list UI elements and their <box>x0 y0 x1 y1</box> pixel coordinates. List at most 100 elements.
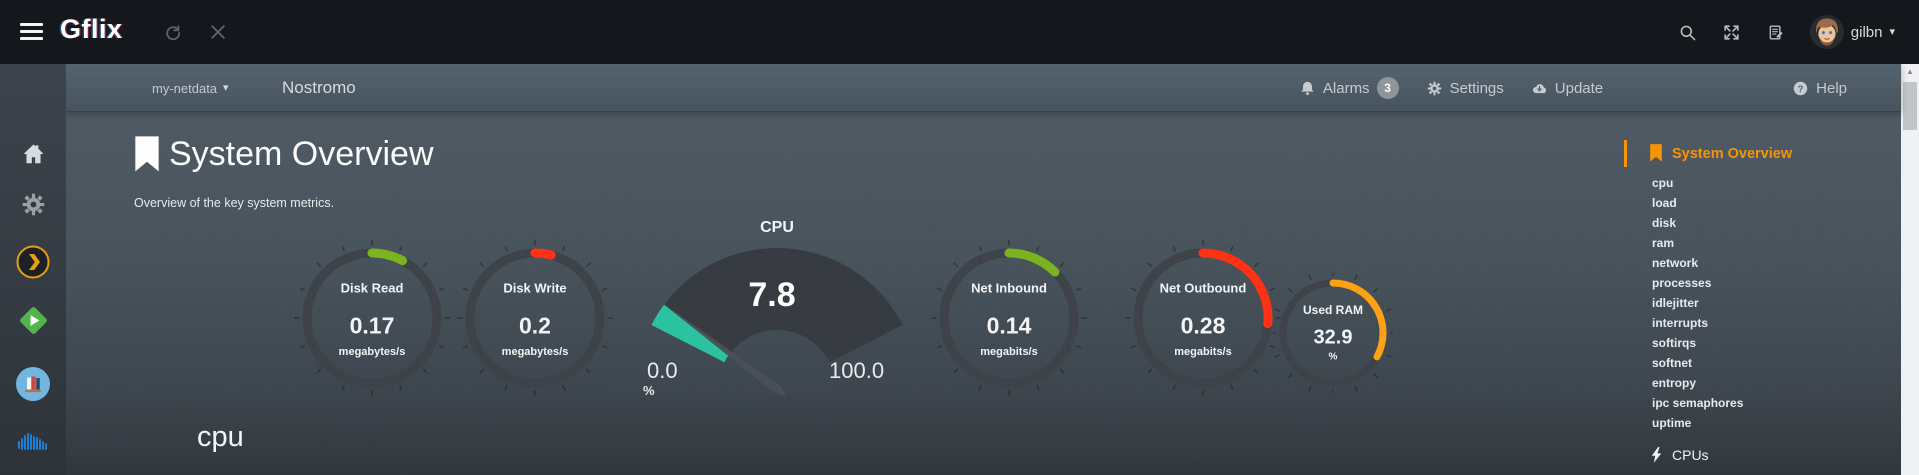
bookmark-icon <box>1650 144 1662 162</box>
page-subtitle: Overview of the key system metrics. <box>134 196 335 210</box>
gauge-label: Disk Write <box>503 280 567 296</box>
gauge-units: megabits/s <box>1174 346 1232 358</box>
sidebar-right-item-cpus[interactable]: CPUs <box>1651 447 1901 463</box>
emby-play-icon <box>19 307 47 334</box>
scrollbar-up-arrow[interactable]: ▲ <box>1906 67 1914 76</box>
help-label: Help <box>1816 79 1847 97</box>
sidebar-right-item[interactable]: softnet <box>1652 356 1692 370</box>
gauge-label: Net Outbound <box>1159 280 1247 296</box>
gauge-units: megabits/s <box>980 346 1038 358</box>
caret-down-icon: ▾ <box>223 81 229 94</box>
gauge-value: 32.9 <box>1313 326 1353 349</box>
gauge-net-outbound[interactable]: Net Outbound 0.28 megabits/s <box>1123 238 1283 398</box>
sidebar-item-library[interactable] <box>0 367 66 401</box>
server-dropdown[interactable]: my-netdata ▾ <box>152 64 229 112</box>
sidebar-item-emby[interactable] <box>0 304 66 337</box>
gauge-label: Used RAM <box>1302 303 1363 317</box>
alarms-count-badge: 3 <box>1376 77 1399 99</box>
refresh-tab-icon[interactable] <box>163 22 183 42</box>
gauge-value: 0.17 <box>349 312 395 339</box>
gauge-disk-read[interactable]: Disk Read 0.17 megabytes/s <box>292 238 452 398</box>
hamburger-menu-icon[interactable] <box>20 23 43 40</box>
avatar[interactable] <box>1809 15 1844 49</box>
top-bar: Gflix <box>0 0 1919 64</box>
changelog-book-icon[interactable] <box>1766 23 1785 42</box>
sidebar-right-item[interactable]: softirqs <box>1652 336 1697 350</box>
soundwave-cloud-icon <box>18 433 47 450</box>
question-circle-icon: ? <box>1793 81 1808 95</box>
sidebar-right-item[interactable]: ipc semaphores <box>1652 396 1744 410</box>
bell-icon <box>1301 81 1314 95</box>
gauge-net-inbound[interactable]: Net Inbound 0.14 megabits/s <box>929 238 1089 398</box>
sidebar-right-item[interactable]: uptime <box>1652 416 1692 430</box>
gauge-label: Disk Read <box>340 280 404 296</box>
sidebar-right-items: cpu load disk ram network processes idlejitter… <box>1624 173 1901 433</box>
alarms-button[interactable]: Alarms 3 <box>1299 77 1399 99</box>
search-icon[interactable] <box>1678 23 1697 42</box>
sidebar-right-item[interactable]: idlejitter <box>1652 296 1699 310</box>
gauge-used-ram[interactable]: Used RAM 32.9 % <box>1273 273 1393 393</box>
username-label: gilbn <box>1850 23 1883 41</box>
cpu-meter-graphic <box>651 248 903 397</box>
sidebar-right-cpus-label: CPUs <box>1672 447 1709 463</box>
sidebar-right-nav: System Overview cpu load disk ram network pro… <box>1624 140 1901 463</box>
caret-down-icon: ▾ <box>1889 25 1895 38</box>
help-button[interactable]: ? Help <box>1792 80 1847 97</box>
settings-button[interactable]: Settings <box>1426 80 1504 97</box>
sidebar-item-plex[interactable] <box>0 245 66 279</box>
gauge-value: 0.28 <box>1180 312 1226 339</box>
gauge-units: megabytes/s <box>338 346 406 358</box>
update-label: Update <box>1554 79 1604 97</box>
section-heading-cpu: cpu <box>197 421 244 453</box>
sidebar-item-home[interactable] <box>0 141 66 167</box>
fullscreen-expand-icon[interactable] <box>1722 23 1741 42</box>
sidebar-right-item[interactable]: disk <box>1652 216 1677 230</box>
gauge-min-label: 0.0 <box>647 358 678 383</box>
gauge-cpu[interactable]: CPU 7.8 0.0 100.0 % <box>617 219 937 411</box>
page-scrollbar[interactable]: ▲ <box>1901 64 1919 475</box>
gauge-units: megabytes/s <box>501 346 569 358</box>
gauge-value: 0.14 <box>986 312 1032 339</box>
bolt-icon <box>1651 447 1662 463</box>
home-icon <box>23 144 43 164</box>
alarms-label: Alarms <box>1322 79 1370 97</box>
books-icon <box>16 367 50 401</box>
sidebar-right-item[interactable]: cpu <box>1652 176 1674 190</box>
gauge-max-label: 100.0 <box>829 358 885 383</box>
hostname-label: Nostromo <box>282 78 356 97</box>
close-tab-icon[interactable] <box>208 22 228 42</box>
app-sidebar <box>0 64 66 475</box>
gauge-label: CPU <box>760 219 794 236</box>
sidebar-item-settings[interactable] <box>0 191 66 218</box>
svg-text:?: ? <box>1798 83 1804 93</box>
page-title: System Overview <box>169 135 434 173</box>
sidebar-item-soundwave[interactable] <box>0 430 66 454</box>
content-background <box>66 112 1901 475</box>
topbar-right-group: gilbn ▾ <box>1678 0 1895 64</box>
brand-logo[interactable]: Gflix <box>60 14 123 44</box>
sidebar-right-item[interactable]: load <box>1652 196 1677 210</box>
user-menu[interactable]: gilbn ▾ <box>1809 15 1895 49</box>
sidebar-right-active-label: System Overview <box>1672 145 1793 162</box>
gauge-value: 7.8 <box>748 276 796 314</box>
sidebar-right-item[interactable]: interrupts <box>1652 316 1709 330</box>
settings-label: Settings <box>1449 79 1504 97</box>
plex-icon <box>16 245 50 279</box>
gauge-disk-write[interactable]: Disk Write 0.2 megabytes/s <box>455 238 615 398</box>
netdata-navbar: my-netdata ▾ Nostromo Alarms 3 <box>66 64 1901 112</box>
cloud-download-icon <box>1532 83 1546 93</box>
sidebar-right-item[interactable]: processes <box>1652 276 1712 290</box>
update-button[interactable]: Update <box>1531 80 1603 97</box>
navbar-actions: Alarms 3 Settings <box>1299 64 1847 112</box>
gear-icon <box>22 193 44 216</box>
sidebar-right-active-item[interactable]: System Overview <box>1624 140 1901 167</box>
gauge-units: % <box>1328 351 1338 363</box>
bookmark-icon <box>135 136 159 172</box>
scrollbar-thumb[interactable] <box>1903 82 1917 130</box>
server-dropdown-label: my-netdata <box>152 80 218 96</box>
sidebar-right-item[interactable]: network <box>1652 256 1699 270</box>
sidebar-right-item[interactable]: ram <box>1652 236 1675 250</box>
sidebar-right-item[interactable]: entropy <box>1652 376 1697 390</box>
gauge-units: % <box>643 383 655 398</box>
